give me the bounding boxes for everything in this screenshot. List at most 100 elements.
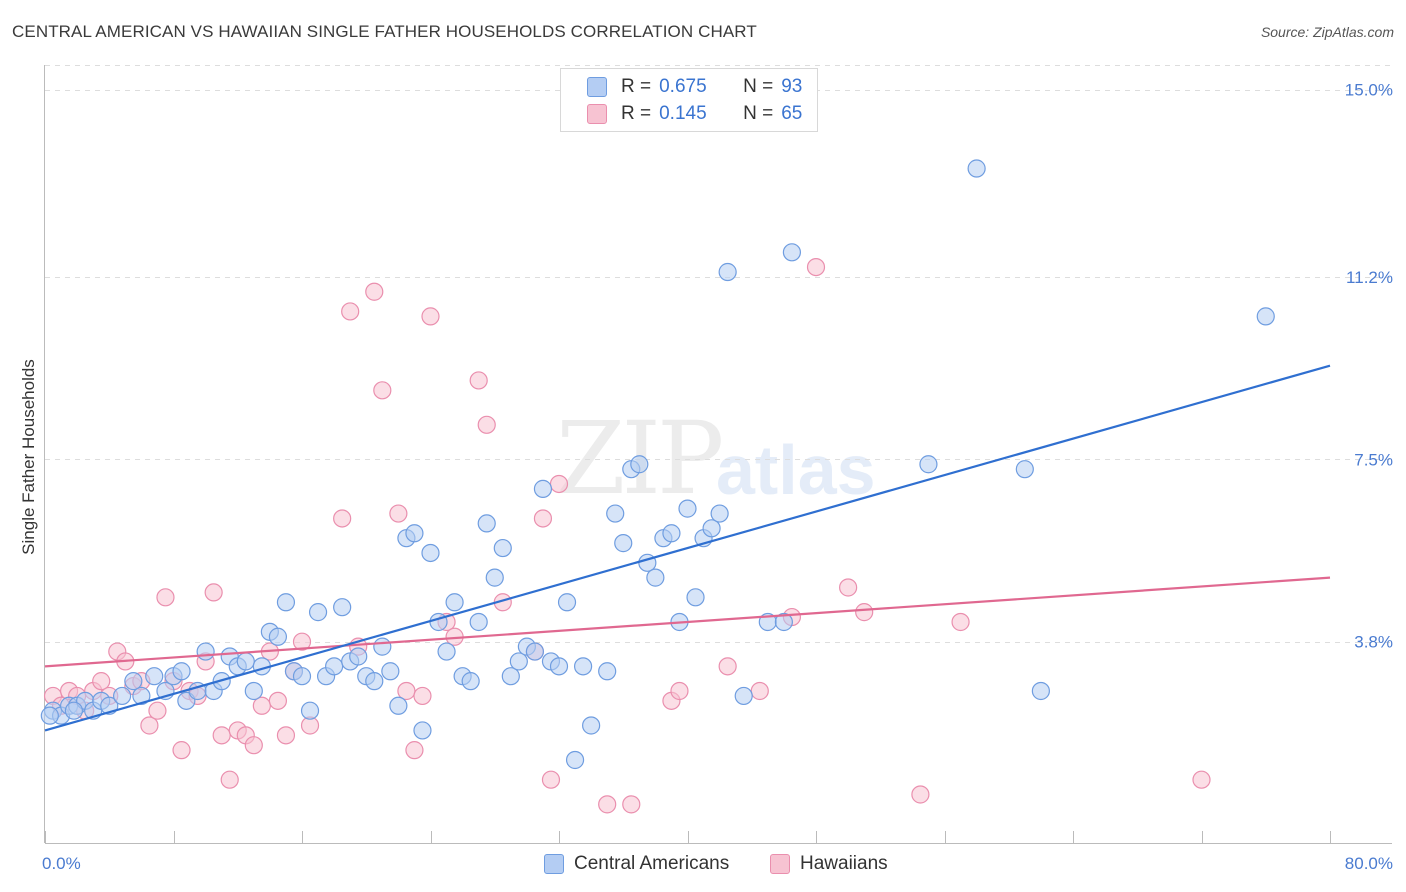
hawaiian-point <box>365 282 384 301</box>
central-american-point <box>573 657 593 676</box>
hawaiian-point <box>276 726 296 745</box>
central-american-point <box>64 701 84 720</box>
hawaiian-point <box>333 509 352 528</box>
central-american-point <box>509 652 528 671</box>
hawaiian-point <box>541 770 561 789</box>
central-american-point <box>598 662 617 681</box>
tick-labels: 3.8% 7.5% 11.2% 15.0% 0.0% 80.0% Single Father… <box>19 81 1393 873</box>
hawaiian-point <box>622 795 641 814</box>
central-american-point <box>485 568 504 587</box>
central-american-point <box>710 504 729 523</box>
central-american-point <box>614 534 633 553</box>
central-american-point <box>782 243 802 262</box>
central-american-point <box>112 686 132 706</box>
hawaiian-point <box>750 681 769 701</box>
hawaiian-point <box>533 509 553 528</box>
central-american-point <box>606 504 625 523</box>
legend-item-central[interactable]: Central Americans <box>544 852 729 876</box>
source-credit: Source: ZipAtlas.com <box>1260 24 1394 40</box>
central-american-point <box>40 706 59 725</box>
central-american-point <box>493 538 512 558</box>
r-label: R = <box>621 76 652 97</box>
x-tick-label: 80.0% <box>1345 854 1393 873</box>
central-american-point <box>686 588 705 607</box>
hawaiian-point <box>389 504 408 523</box>
legend-item-hawaiian[interactable]: Hawaiians <box>770 852 888 876</box>
central-american-point <box>325 657 344 676</box>
central-american-point <box>718 262 737 282</box>
hawaiian-point <box>469 371 488 390</box>
n-label: N = <box>743 76 774 97</box>
central-american-point <box>533 479 553 498</box>
hawaiian-point <box>292 632 312 651</box>
central-american-point <box>236 652 255 671</box>
central-american-point <box>300 701 320 720</box>
central-american-point <box>292 667 312 686</box>
trend-lines <box>44 364 1331 732</box>
central-american-point <box>501 667 520 686</box>
central-american-point <box>919 455 938 474</box>
central-american-point <box>437 642 456 661</box>
watermark-atlas: atlas <box>716 431 876 509</box>
central-american-point <box>389 696 408 715</box>
central-american-point <box>557 593 577 612</box>
hawaiian-point <box>92 672 111 691</box>
hawaiian-point <box>670 681 689 701</box>
central-american-point <box>172 662 191 681</box>
hawaiian-point <box>806 257 826 277</box>
central-american-point <box>308 603 328 622</box>
central-american-point <box>333 598 352 617</box>
grid-lines <box>45 65 1392 643</box>
central-american-point <box>244 681 263 701</box>
central-american-point <box>565 750 585 770</box>
central-american-point <box>678 499 697 518</box>
central-american-point <box>525 642 545 661</box>
central-american-point <box>630 455 649 474</box>
hawaiian-point <box>140 716 159 735</box>
hawaiian-point <box>477 415 496 434</box>
chart-title: CENTRAL AMERICAN VS HAWAIIAN SINGLE FATH… <box>12 22 757 41</box>
central-american-points <box>40 159 1275 770</box>
y-tick-label: 3.8% <box>1354 633 1393 652</box>
hawaiian-point <box>341 302 360 321</box>
central-american-point <box>268 627 288 646</box>
central-american-point <box>405 524 424 543</box>
hawaiian-point <box>172 741 191 760</box>
hawaiian-point <box>413 686 432 706</box>
correlation-legend: R = 0.675 N = 93 R = 0.145 N = 65 <box>560 68 818 132</box>
hawaiian-r-value: 0.145 <box>659 103 707 124</box>
central-r-value: 0.675 <box>659 76 707 97</box>
hawaiian-point <box>951 612 970 632</box>
y-axis-title: Single Father Households <box>19 359 38 555</box>
central-american-point <box>967 159 986 178</box>
hawaiian-point <box>549 474 569 494</box>
central-american-point <box>276 593 296 612</box>
central-american-point <box>582 716 601 735</box>
central-swatch <box>587 77 607 97</box>
central-swatch <box>544 854 564 874</box>
central-american-point <box>373 637 392 656</box>
r-label: R = <box>621 103 652 124</box>
legend-row-central: R = 0.675 N = 93 <box>587 75 802 99</box>
y-tick-label: 15.0% <box>1345 81 1393 100</box>
hawaiian-point <box>911 785 930 804</box>
hawaiian-point <box>839 578 858 597</box>
central-american-point <box>461 672 480 691</box>
central-american-point <box>662 524 681 543</box>
hawaiian-point <box>855 603 874 622</box>
n-label: N = <box>743 103 774 124</box>
hawaiian-point <box>220 770 239 789</box>
central-american-point <box>365 672 384 691</box>
central-american-point <box>549 657 569 676</box>
central-american-point <box>774 612 793 632</box>
central-american-point <box>469 612 488 632</box>
central-american-point <box>132 686 151 706</box>
hawaiian-point <box>244 736 263 755</box>
central-american-point <box>702 519 721 538</box>
hawaiian-point <box>373 381 392 400</box>
hawaiian-point <box>405 741 424 760</box>
hawaiian-swatch <box>587 104 607 124</box>
hawaiian-point <box>156 588 175 607</box>
hawaiian-point <box>212 726 231 745</box>
